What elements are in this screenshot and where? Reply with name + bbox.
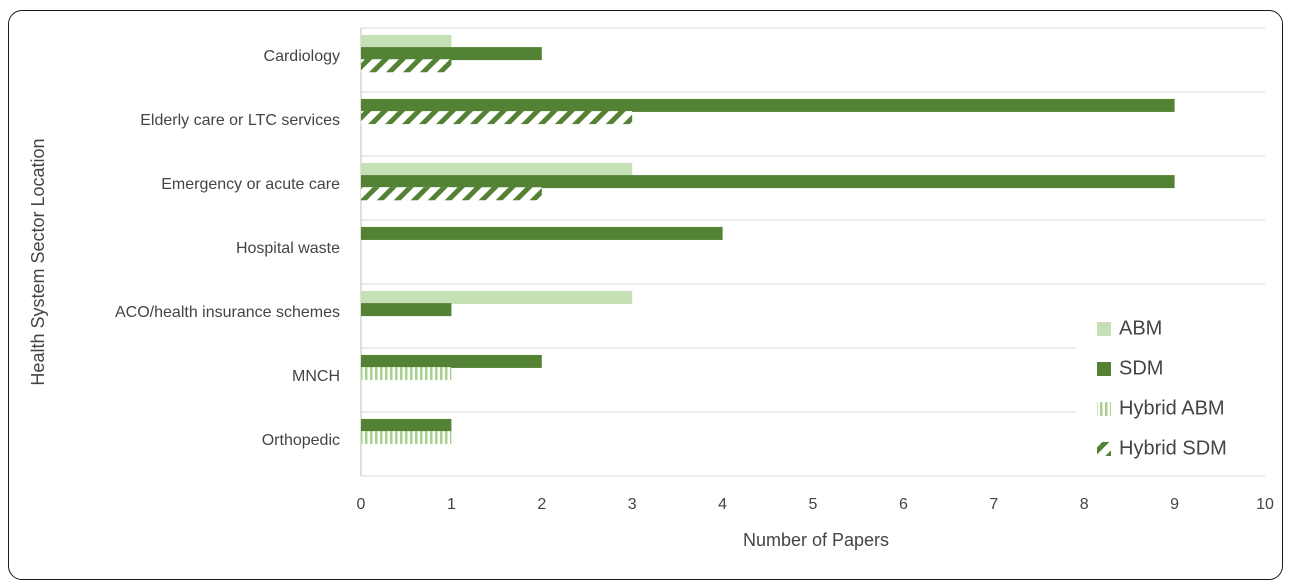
- category-label: Orthopedic: [262, 432, 340, 449]
- x-axis-title: Number of Papers: [743, 530, 889, 550]
- x-tick-label: 10: [1256, 496, 1274, 513]
- legend-label: ABM: [1119, 317, 1162, 339]
- bar-hybrid-abm: [361, 431, 452, 445]
- x-tick-labels: 0 1 2 3 4 5 6 7 8 9 10: [357, 496, 1274, 513]
- x-tick-label: 1: [447, 496, 456, 513]
- bar-hybrid-abm: [361, 367, 452, 381]
- category-label: MNCH: [292, 368, 340, 385]
- category-label: ACO/health insurance schemes: [115, 304, 340, 321]
- category-labels: Cardiology Elderly care or LTC services Em…: [115, 48, 340, 449]
- legend-swatch: [1097, 322, 1111, 336]
- x-tick-label: 9: [1170, 496, 1179, 513]
- bar-chart: Cardiology Elderly care or LTC services Em…: [28, 27, 1274, 550]
- bar-hybrid-sdm: [361, 111, 633, 125]
- bar-hybrid-sdm: [361, 59, 452, 73]
- category-label: Hospital waste: [236, 240, 340, 257]
- bar-abm: [361, 34, 452, 48]
- bar-sdm: [361, 98, 1175, 112]
- legend-swatch: [1097, 402, 1111, 416]
- legend-swatch: [1097, 362, 1111, 376]
- x-tick-label: 7: [989, 496, 998, 513]
- x-tick-label: 2: [537, 496, 546, 513]
- category-label: Emergency or acute care: [161, 176, 340, 193]
- category-label: Cardiology: [264, 48, 340, 65]
- x-tick-label: 3: [628, 496, 637, 513]
- bar-abm: [361, 162, 633, 176]
- bar-sdm: [361, 303, 452, 317]
- bar-sdm: [361, 354, 542, 368]
- bars: [361, 34, 1175, 445]
- legend: ABM SDM Hybrid ABM Hybrid SDM: [1076, 308, 1266, 468]
- category-label: Elderly care or LTC services: [140, 112, 340, 129]
- legend-swatch: [1097, 442, 1111, 456]
- y-axis-title: Health System Sector Location: [28, 138, 48, 385]
- legend-label: Hybrid ABM: [1119, 397, 1225, 419]
- legend-label: SDM: [1119, 357, 1163, 379]
- bar-sdm: [361, 418, 452, 432]
- legend-label: Hybrid SDM: [1119, 437, 1227, 459]
- bar-sdm: [361, 175, 1175, 189]
- x-tick-label: 5: [809, 496, 818, 513]
- x-tick-label: 4: [718, 496, 727, 513]
- bar-sdm: [361, 47, 542, 61]
- x-tick-label: 6: [899, 496, 908, 513]
- x-tick-label: 8: [1080, 496, 1089, 513]
- bar-abm: [361, 290, 633, 304]
- bar-sdm: [361, 226, 723, 240]
- bar-hybrid-sdm: [361, 187, 542, 201]
- x-tick-label: 0: [357, 496, 366, 513]
